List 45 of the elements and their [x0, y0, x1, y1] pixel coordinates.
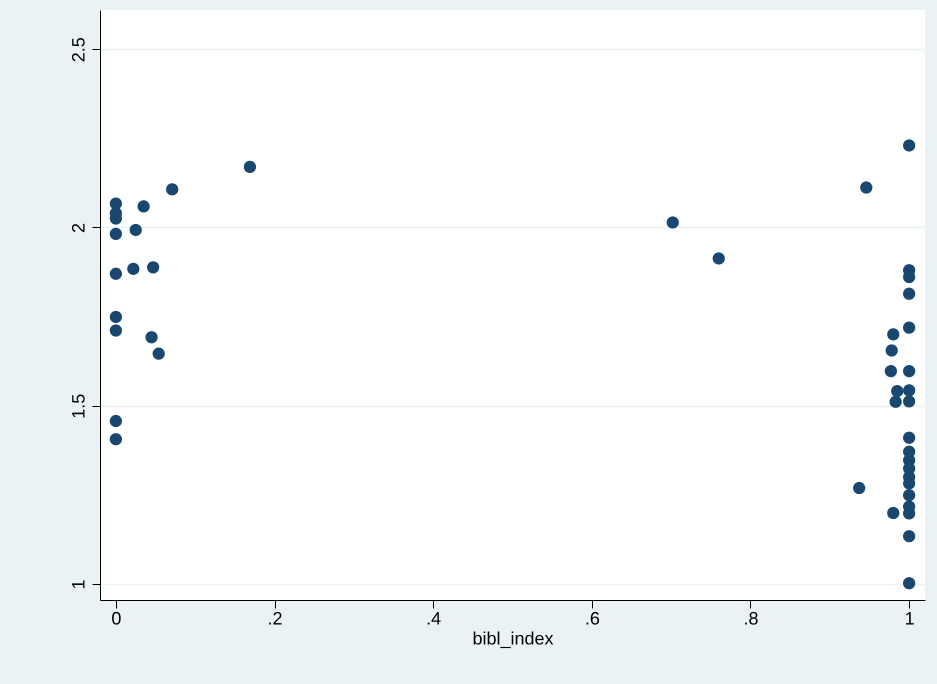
x-tick-label: .6: [584, 608, 600, 628]
x-tick-label: 0: [111, 608, 122, 628]
point: [886, 344, 898, 357]
point: [145, 331, 158, 344]
y-tick-label: 1: [68, 579, 88, 590]
point: [884, 365, 898, 378]
point: [166, 183, 178, 196]
point: [712, 252, 725, 265]
point: [130, 224, 142, 236]
y-tick-label: 2.5: [68, 37, 88, 62]
point: [903, 577, 916, 590]
point: [903, 395, 916, 408]
point: [887, 328, 900, 341]
point: [110, 414, 122, 428]
point: [138, 200, 150, 213]
point: [853, 482, 866, 494]
x-axis-title: bibl_index: [472, 628, 554, 648]
y-tick-label: 1.5: [68, 394, 88, 419]
point: [110, 228, 122, 240]
point: [891, 384, 904, 398]
point: [903, 432, 916, 444]
point: [903, 384, 916, 396]
y-tick-label: 2: [68, 222, 88, 233]
x-tick-label: 1: [904, 608, 915, 628]
point: [903, 489, 916, 502]
x-tick-label: .2: [268, 608, 283, 628]
point: [903, 365, 916, 378]
point: [666, 216, 679, 229]
point: [903, 530, 916, 542]
point: [110, 433, 122, 446]
point: [890, 396, 902, 408]
point: [903, 139, 916, 152]
point: [887, 506, 900, 520]
point: [860, 181, 872, 194]
point: [152, 348, 165, 360]
point: [110, 310, 122, 324]
point: [127, 262, 140, 275]
x-tick-label: .8: [743, 608, 758, 628]
x-tick-label: .4: [426, 608, 442, 628]
point: [244, 160, 256, 173]
point: [903, 322, 916, 334]
point: [903, 288, 916, 300]
point: [110, 268, 122, 280]
point: [110, 324, 122, 337]
point: [147, 261, 160, 274]
